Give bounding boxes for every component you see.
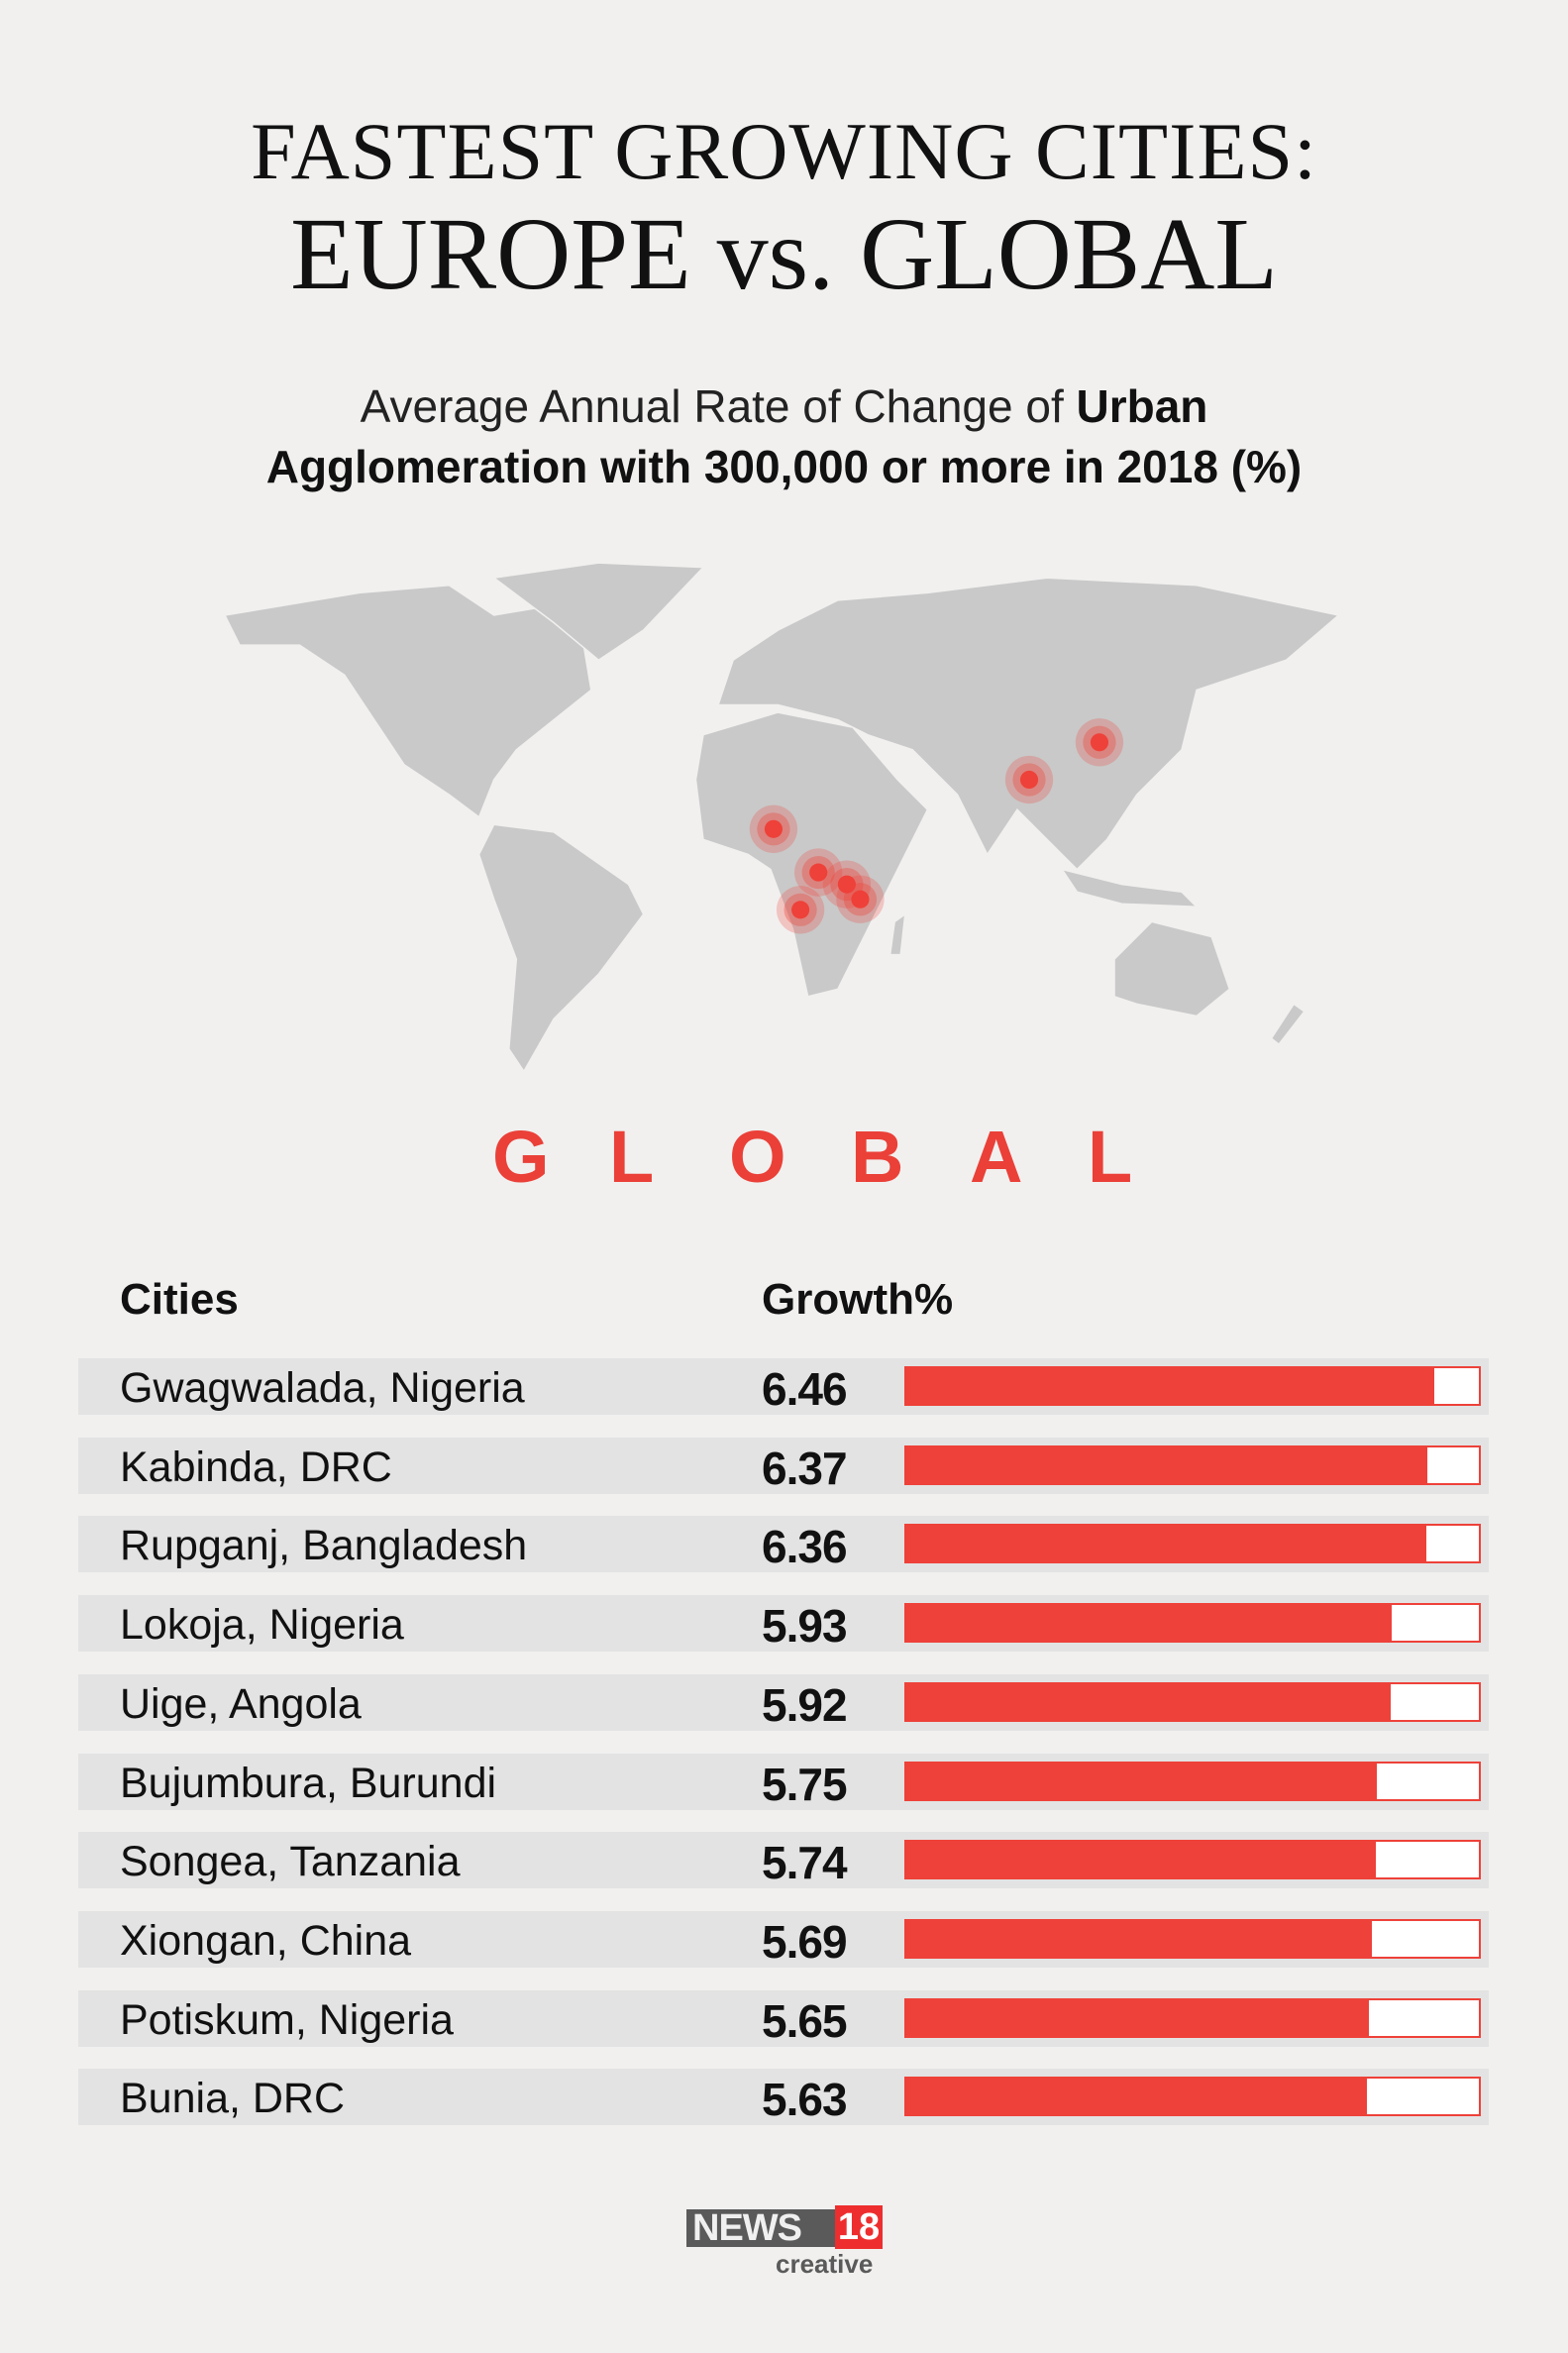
australia (1113, 920, 1231, 1017)
bar-track (904, 1444, 1481, 1485)
section-label-letter: A (970, 1116, 1023, 1198)
table-row: Songea, Tanzania 5.74 (78, 1832, 1489, 1889)
header-cities: Cities (120, 1275, 239, 1324)
bar-fill (906, 1763, 1377, 1799)
africa (694, 711, 929, 998)
table-row: Potiskum, Nigeria 5.65 (78, 1989, 1489, 2047)
bar-track (904, 2077, 1481, 2117)
eurasia (717, 577, 1341, 871)
table-row: Kabinda, DRC 6.37 (78, 1437, 1489, 1494)
title-line-2: EUROPE vs. GLOBAL (290, 197, 1278, 311)
bar-track (904, 1524, 1481, 1564)
growth-value: 5.74 (762, 1837, 848, 1889)
subtitle-part-1: Average Annual Rate of Change of (360, 380, 1077, 432)
bar-fill (906, 1605, 1392, 1642)
growth-value: 6.46 (762, 1363, 848, 1415)
indonesia (1060, 868, 1199, 909)
growth-value: 5.69 (762, 1915, 848, 1968)
section-label-letter: G (492, 1116, 550, 1198)
subtitle-part-2: Urban (1076, 380, 1208, 432)
table-row: Bunia, DRC 5.63 (78, 2069, 1489, 2126)
growth-value: 5.92 (762, 1678, 848, 1731)
city-name: Uige, Angola (120, 1679, 362, 1728)
growth-value: 5.65 (762, 1994, 848, 2047)
title-line-1: FASTEST GROWING CITIES: (251, 106, 1317, 196)
table-row: Gwagwalada, Nigeria 6.46 (78, 1358, 1489, 1415)
bar-fill (906, 1368, 1435, 1404)
header-growth: Growth% (762, 1275, 954, 1324)
growth-value: 5.93 (762, 1600, 848, 1653)
bar-fill (906, 1683, 1391, 1720)
bar-track (904, 1761, 1481, 1801)
city-marker (1004, 755, 1054, 804)
section-label-letter: B (851, 1116, 904, 1198)
bar-fill (906, 2079, 1367, 2115)
section-label-letter: L (1088, 1116, 1133, 1198)
subtitle-line-2: Agglomeration with 300,000 or more in 20… (265, 441, 1303, 492)
city-marker (1075, 718, 1124, 767)
table-row: Bujumbura, Burundi 5.75 (78, 1753, 1489, 1810)
logo-creative: creative (776, 2249, 874, 2279)
logo-news: NEWS (686, 2209, 835, 2247)
north-america (225, 585, 592, 818)
table-row: Uige, Angola 5.92 (78, 1673, 1489, 1731)
city-name: Lokoja, Nigeria (120, 1601, 404, 1650)
logo-18: 18 (835, 2205, 883, 2249)
news18-creative-logo: NEWS 18 creative (686, 2195, 885, 2279)
city-name: Gwagwalada, Nigeria (120, 1364, 525, 1412)
bar-fill (906, 1526, 1427, 1562)
city-name: Potiskum, Nigeria (120, 1995, 454, 2044)
growth-value: 5.63 (762, 2074, 848, 2126)
city-name: Bujumbura, Burundi (120, 1759, 497, 1807)
city-marker (794, 848, 843, 897)
madagascar (889, 912, 906, 956)
bar-track (904, 1997, 1481, 2038)
city-marker (749, 804, 798, 853)
city-name: Xiongan, China (120, 1916, 412, 1965)
greenland (491, 563, 705, 662)
bar-fill (906, 1842, 1376, 1878)
table-row: Xiongan, China 5.69 (78, 1910, 1489, 1968)
bar-track (904, 1918, 1481, 1959)
south-america (477, 823, 645, 1073)
table-row: Lokoja, Nigeria 5.93 (78, 1595, 1489, 1653)
city-marker (776, 886, 825, 934)
city-name: Rupganj, Bangladesh (120, 1522, 528, 1570)
bar-fill (906, 1446, 1427, 1483)
bar-track (904, 1840, 1481, 1880)
table-row: Rupganj, Bangladesh 6.36 (78, 1516, 1489, 1573)
new-zealand (1270, 1003, 1306, 1046)
bar-fill (906, 1999, 1369, 2036)
growth-value: 5.75 (762, 1758, 848, 1810)
growth-value: 6.37 (762, 1442, 848, 1494)
subtitle: Average Annual Rate of Change of Urban A… (0, 376, 1568, 497)
section-label-letter: O (729, 1116, 786, 1198)
section-label-letter: L (609, 1116, 655, 1198)
growth-value: 6.36 (762, 1521, 848, 1573)
bar-track (904, 1681, 1481, 1722)
city-name: Bunia, DRC (120, 2075, 346, 2123)
bar-track (904, 1603, 1481, 1644)
world-map (225, 563, 1341, 1073)
city-name: Songea, Tanzania (120, 1838, 461, 1886)
city-name: Kabinda, DRC (120, 1443, 392, 1491)
bar-fill (906, 1920, 1372, 1957)
bar-track (904, 1366, 1481, 1406)
city-marker (822, 860, 872, 909)
